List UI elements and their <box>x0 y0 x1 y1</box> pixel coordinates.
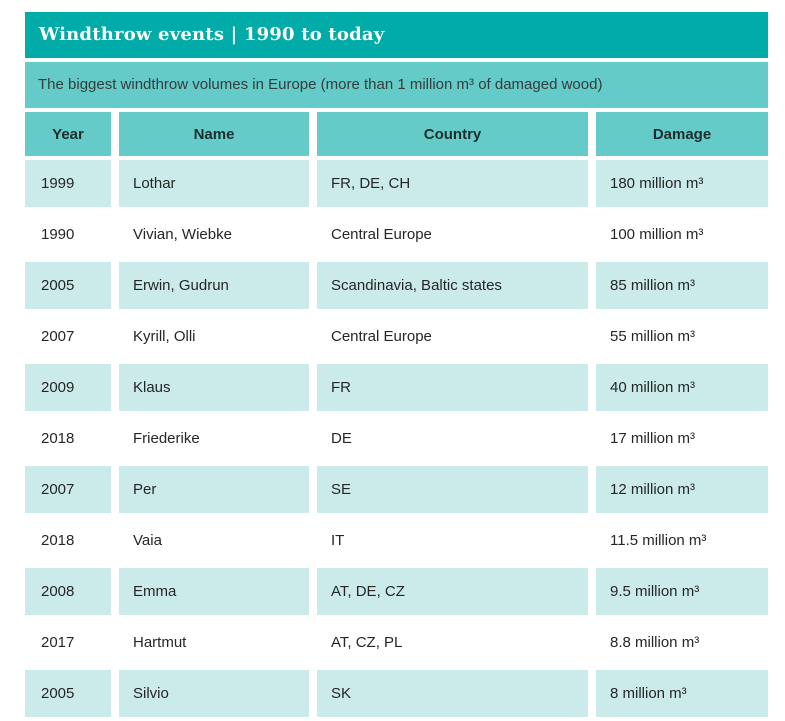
cell-year: 2007 <box>25 466 111 513</box>
cell-year: 2005 <box>25 670 111 717</box>
cell-damage: 100 million m³ <box>596 211 768 258</box>
table-row: 2005 Erwin, Gudrun Scandinavia, Baltic sta… <box>25 262 768 309</box>
cell-name: Friederike <box>119 415 309 462</box>
table-row: 2008 Emma AT, DE, CZ 9.5 million m³ <box>25 568 768 615</box>
cell-damage: 12 million m³ <box>596 466 768 513</box>
table-row: 2007 Kyrill, Olli Central Europe 55 million… <box>25 313 768 360</box>
column-header-country: Country <box>317 112 588 156</box>
table-row: 2009 Klaus FR 40 million m³ <box>25 364 768 411</box>
cell-country: AT, DE, CZ <box>317 568 588 615</box>
cell-name: Vivian, Wiebke <box>119 211 309 258</box>
cell-damage: 17 million m³ <box>596 415 768 462</box>
cell-year: 1999 <box>25 160 111 207</box>
cell-country: SE <box>317 466 588 513</box>
data-table-wrapper: Year Name Country Damage 1999 Lothar FR, DE, … <box>25 112 768 717</box>
cell-country: AT, CZ, PL <box>317 619 588 666</box>
cell-country: Scandinavia, Baltic states <box>317 262 588 309</box>
cell-country: SK <box>317 670 588 717</box>
cell-country: IT <box>317 517 588 564</box>
cell-year: 2007 <box>25 313 111 360</box>
windthrow-table-widget: Windthrow events | 1990 to today The big… <box>25 12 768 717</box>
cell-country: FR <box>317 364 588 411</box>
widget-title-bar: Windthrow events | 1990 to today <box>25 12 768 58</box>
cell-damage: 55 million m³ <box>596 313 768 360</box>
table-body: 1999 Lothar FR, DE, CH 180 million m³ 1990 Vi… <box>25 160 768 717</box>
cell-damage: 11.5 million m³ <box>596 517 768 564</box>
cell-country: Central Europe <box>317 313 588 360</box>
table-head: Year Name Country Damage <box>25 112 768 156</box>
widget-subtitle: The biggest windthrow volumes in Europe … <box>25 62 768 108</box>
table-row: 2018 Friederike DE 17 million m³ <box>25 415 768 462</box>
cell-name: Emma <box>119 568 309 615</box>
cell-year: 2009 <box>25 364 111 411</box>
cell-country: FR, DE, CH <box>317 160 588 207</box>
cell-year: 1990 <box>25 211 111 258</box>
header-row: Year Name Country Damage <box>25 112 768 156</box>
cell-name: Klaus <box>119 364 309 411</box>
table-row: 2018 Vaia IT 11.5 million m³ <box>25 517 768 564</box>
cell-name: Silvio <box>119 670 309 717</box>
cell-country: DE <box>317 415 588 462</box>
cell-damage: 180 million m³ <box>596 160 768 207</box>
cell-damage: 8 million m³ <box>596 670 768 717</box>
cell-year: 2018 <box>25 517 111 564</box>
table-row: 2007 Per SE 12 million m³ <box>25 466 768 513</box>
cell-name: Per <box>119 466 309 513</box>
cell-name: Vaia <box>119 517 309 564</box>
cell-year: 2017 <box>25 619 111 666</box>
column-header-name: Name <box>119 112 309 156</box>
cell-name: Kyrill, Olli <box>119 313 309 360</box>
cell-damage: 85 million m³ <box>596 262 768 309</box>
cell-name: Erwin, Gudrun <box>119 262 309 309</box>
table-row: 1999 Lothar FR, DE, CH 180 million m³ <box>25 160 768 207</box>
table-row: 2005 Silvio SK 8 million m³ <box>25 670 768 717</box>
cell-name: Hartmut <box>119 619 309 666</box>
column-header-damage: Damage <box>596 112 768 156</box>
table-row: 2017 Hartmut AT, CZ, PL 8.8 million m³ <box>25 619 768 666</box>
cell-damage: 8.8 million m³ <box>596 619 768 666</box>
windthrow-table: Year Name Country Damage 1999 Lothar FR, DE, … <box>25 112 768 717</box>
column-header-year: Year <box>25 112 111 156</box>
cell-year: 2018 <box>25 415 111 462</box>
table-row: 1990 Vivian, Wiebke Central Europe 100 mill… <box>25 211 768 258</box>
cell-name: Lothar <box>119 160 309 207</box>
cell-damage: 40 million m³ <box>596 364 768 411</box>
cell-damage: 9.5 million m³ <box>596 568 768 615</box>
cell-year: 2008 <box>25 568 111 615</box>
cell-year: 2005 <box>25 262 111 309</box>
cell-country: Central Europe <box>317 211 588 258</box>
